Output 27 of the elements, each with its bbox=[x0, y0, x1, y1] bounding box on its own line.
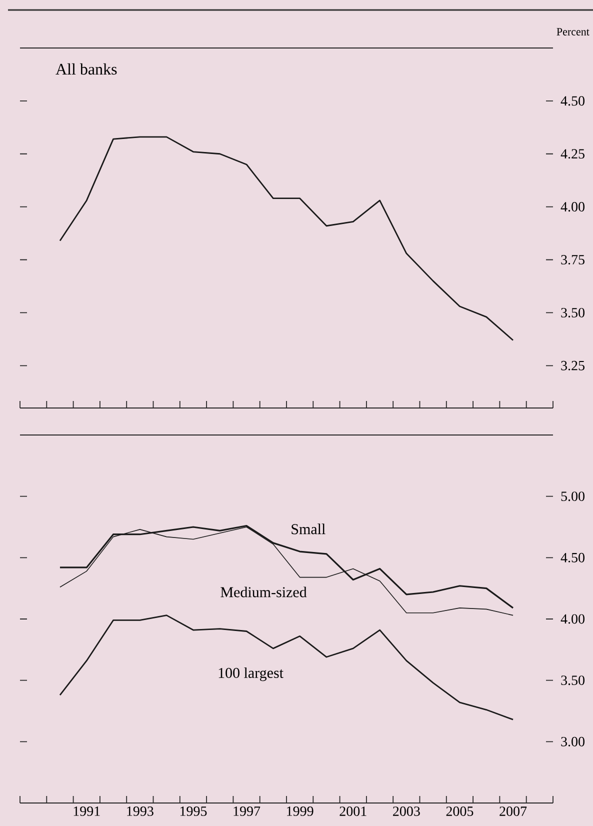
x-tick-label: 1995 bbox=[180, 806, 207, 816]
series-label: Medium-sized bbox=[220, 586, 307, 598]
x-tick-label: 2003 bbox=[393, 806, 420, 816]
y-tick-label: 3.50 bbox=[561, 308, 584, 318]
text: All banks bbox=[56, 63, 117, 75]
x-tick-label: 1993 bbox=[127, 806, 154, 816]
line-series bbox=[59, 614, 514, 720]
y-tick-label: 4.50 bbox=[560, 96, 584, 106]
x-tick-label: 1999 bbox=[287, 806, 314, 816]
y-tick-label: 4.00 bbox=[560, 202, 584, 212]
y-tick-label: 4.00 bbox=[560, 614, 584, 624]
y-tick-label: 4.50 bbox=[560, 552, 584, 562]
y-tick-label: 5.00 bbox=[561, 492, 584, 502]
y-axis-title: Percent bbox=[556, 28, 590, 36]
y-tick-label: 3.50 bbox=[561, 676, 584, 686]
x-tick-label: 2001 bbox=[340, 806, 366, 816]
y-tick-label: 4.25 bbox=[560, 149, 584, 159]
y-tick-label: 3.00 bbox=[561, 736, 584, 746]
y-tick-label: 3.25 bbox=[561, 360, 584, 370]
series-label: Small bbox=[292, 524, 326, 534]
x-tick-label: 2007 bbox=[500, 806, 527, 816]
x-tick-label: 2005 bbox=[446, 806, 474, 816]
y-tick-label: 3.75 bbox=[561, 255, 584, 264]
series-label: 100 largest bbox=[218, 667, 284, 682]
x-tick-label: 1991 bbox=[74, 806, 100, 816]
x-tick-label: 1997 bbox=[234, 806, 260, 816]
line-series bbox=[59, 136, 514, 341]
